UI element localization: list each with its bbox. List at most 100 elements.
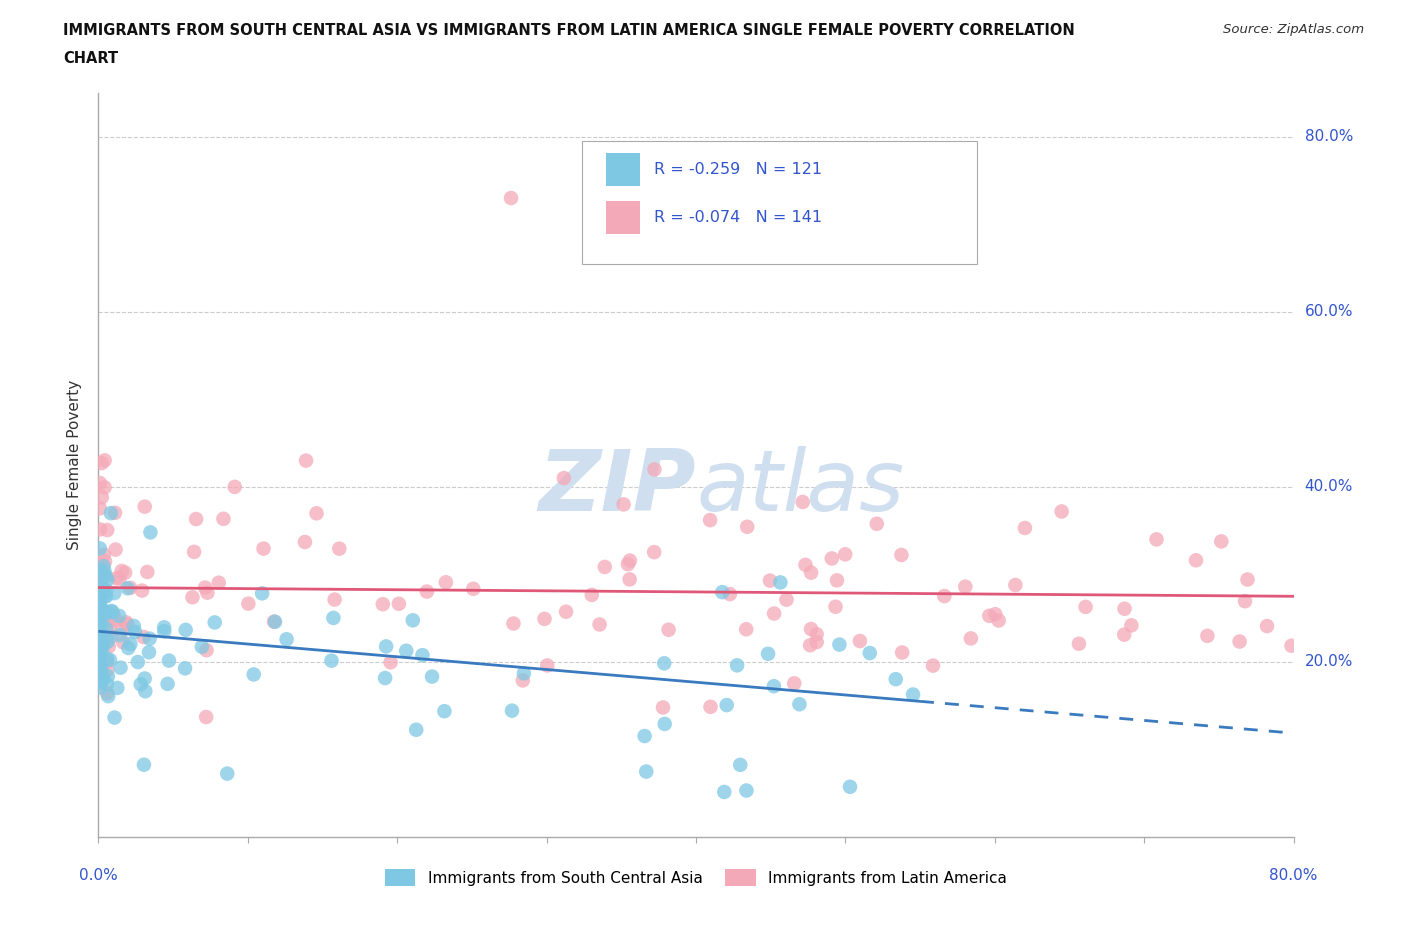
Point xyxy=(101,604,124,619)
Point xyxy=(91,642,114,657)
Point xyxy=(756,646,779,661)
Point xyxy=(89,643,111,658)
Point xyxy=(713,785,735,800)
Point xyxy=(105,681,128,696)
Point xyxy=(828,637,851,652)
Point xyxy=(263,614,285,629)
Point xyxy=(112,635,135,650)
Point xyxy=(191,639,214,654)
Point xyxy=(108,628,131,643)
Text: R = -0.259   N = 121: R = -0.259 N = 121 xyxy=(654,162,823,177)
Point xyxy=(613,497,636,512)
Point xyxy=(104,542,127,557)
Text: 80.0%: 80.0% xyxy=(1270,868,1317,883)
Point xyxy=(89,618,111,632)
Point xyxy=(129,677,152,692)
Point xyxy=(371,597,394,612)
Point xyxy=(93,589,115,604)
Point xyxy=(89,475,111,490)
Point xyxy=(103,711,125,725)
Point xyxy=(224,480,246,495)
Point xyxy=(100,629,122,644)
Point xyxy=(821,551,844,565)
Point xyxy=(1197,629,1219,644)
Point xyxy=(93,567,115,582)
Point xyxy=(806,627,828,642)
Point xyxy=(93,565,115,579)
Point xyxy=(117,641,139,656)
Point xyxy=(411,648,433,663)
Point xyxy=(295,453,318,468)
Point xyxy=(718,587,741,602)
Point xyxy=(111,620,134,635)
Point xyxy=(1146,532,1168,547)
Point xyxy=(593,560,616,575)
Point xyxy=(174,661,197,676)
Point xyxy=(89,581,111,596)
Point xyxy=(89,565,111,579)
Point xyxy=(794,557,817,572)
Point xyxy=(463,581,485,596)
Point xyxy=(89,620,111,635)
Point xyxy=(89,623,111,638)
Point xyxy=(105,571,128,586)
Point xyxy=(322,610,344,625)
Point xyxy=(97,634,120,649)
Point xyxy=(1074,600,1097,615)
Point xyxy=(91,671,114,685)
Point xyxy=(89,662,111,677)
Point xyxy=(108,608,131,623)
Point xyxy=(89,573,111,588)
Point xyxy=(806,634,828,649)
Text: ZIP: ZIP xyxy=(538,445,696,529)
Point xyxy=(725,658,748,672)
Point xyxy=(513,666,536,681)
Point xyxy=(960,631,983,645)
Point xyxy=(96,652,118,667)
Point xyxy=(89,579,111,594)
Point xyxy=(658,622,681,637)
Point xyxy=(89,644,111,659)
Point xyxy=(183,544,205,559)
Point xyxy=(416,584,439,599)
Point xyxy=(533,611,555,626)
Point xyxy=(97,689,120,704)
Point xyxy=(96,685,118,700)
Point xyxy=(90,662,112,677)
Point xyxy=(328,541,350,556)
Point xyxy=(89,625,111,640)
Point xyxy=(699,512,721,527)
Point xyxy=(294,535,316,550)
Point xyxy=(89,639,111,654)
Point xyxy=(735,519,758,534)
Point xyxy=(90,664,112,679)
Point xyxy=(124,625,146,640)
Point xyxy=(405,723,427,737)
Text: CHART: CHART xyxy=(63,51,118,66)
Point xyxy=(1229,634,1251,649)
Point xyxy=(184,512,207,526)
Point xyxy=(100,604,122,618)
Point xyxy=(89,646,111,661)
Point xyxy=(89,617,111,631)
Point xyxy=(388,596,411,611)
Point xyxy=(654,716,676,731)
Point xyxy=(238,596,260,611)
Point xyxy=(1014,521,1036,536)
Point xyxy=(90,675,112,690)
Point xyxy=(800,565,823,580)
Point xyxy=(96,589,118,604)
Point xyxy=(735,622,758,637)
Point xyxy=(139,525,162,539)
Point xyxy=(132,757,155,772)
Point xyxy=(114,565,136,580)
Point xyxy=(987,613,1010,628)
Point xyxy=(89,522,111,537)
Point xyxy=(89,639,111,654)
Point xyxy=(89,607,111,622)
Point xyxy=(89,617,111,631)
Point xyxy=(652,656,675,671)
Point xyxy=(104,505,127,520)
Point xyxy=(93,453,115,468)
Point xyxy=(90,659,112,674)
